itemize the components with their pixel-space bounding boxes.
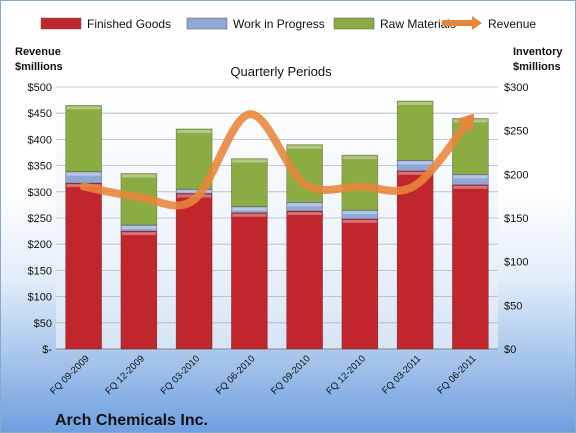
bars xyxy=(65,100,489,350)
y-left-title-line1: Revenue xyxy=(15,46,61,58)
y-left-tick-label: $400 xyxy=(28,134,52,146)
y-right-title-line1: Inventory xyxy=(513,46,563,58)
bar-highlight xyxy=(287,203,322,207)
bar-segment xyxy=(286,210,323,350)
y-right-axis: $0 $50 $100 $150 $200 $250 $300 xyxy=(504,82,528,356)
bar-highlight xyxy=(453,185,488,189)
legend-label: Finished Goods xyxy=(87,17,171,31)
y-left-tick-label: $500 xyxy=(28,82,52,94)
y-left-tick-label: $50 xyxy=(34,318,52,330)
bar-segment xyxy=(231,158,268,207)
bar-highlight xyxy=(232,213,267,217)
bar-segment xyxy=(120,230,158,350)
x-tick-label: FQ 03-2010 xyxy=(159,353,203,397)
x-tick-label: FQ 06-2010 xyxy=(214,353,258,397)
bar-highlight xyxy=(177,129,212,133)
x-tick-label: FQ 06-2011 xyxy=(435,353,478,396)
bar-highlight xyxy=(342,211,377,215)
chart-title: Quarterly Periods xyxy=(230,64,332,79)
y-right-tick-label: $50 xyxy=(504,300,522,312)
y-right-tick-label: $300 xyxy=(504,82,528,94)
bar-segment xyxy=(175,193,213,350)
bar-highlight xyxy=(287,212,322,216)
y-right-tick-label: $100 xyxy=(504,257,528,269)
y-left-tick-label: $150 xyxy=(28,265,52,277)
legend-arrowhead xyxy=(472,16,482,30)
bar-highlight xyxy=(342,219,377,223)
bar-segment xyxy=(231,212,268,350)
y-left-tick-label: $300 xyxy=(28,187,52,199)
legend: Finished Goods Work in Progress Raw Materi… xyxy=(40,16,536,31)
bar-highlight xyxy=(398,101,433,105)
y-left-axis: $- $50 $100 $150 $200 $250 $300 $350 $400 $450 $50… xyxy=(28,82,53,356)
y-left-tick-label: $450 xyxy=(28,108,52,120)
revenue-arrowhead xyxy=(455,113,475,134)
legend-label: Revenue xyxy=(488,17,536,31)
y-left-tick-label: $100 xyxy=(28,292,52,304)
bar-segment xyxy=(452,184,489,350)
y-right-tick-label: $0 xyxy=(504,344,516,356)
bar-segment xyxy=(341,218,379,350)
company-name: Arch Chemicals Inc. xyxy=(55,412,208,429)
bar-highlight xyxy=(398,161,433,165)
y-right-tick-label: $150 xyxy=(504,213,528,225)
y-left-tick-label: $350 xyxy=(28,161,52,173)
x-axis: FQ 09-2009 FQ 12-2009 FQ 03-2010 FQ 06-2010… xyxy=(48,353,478,397)
bar-segment xyxy=(396,100,434,161)
bar-highlight xyxy=(177,190,212,193)
bar-highlight xyxy=(453,175,488,179)
y-left-tick-label: $- xyxy=(42,344,52,356)
legend-swatch xyxy=(186,17,228,30)
x-tick-label: FQ 09-2009 xyxy=(48,353,92,397)
y-right-tick-label: $200 xyxy=(504,169,528,181)
bar-highlight xyxy=(121,225,156,229)
bar-highlight xyxy=(287,145,322,149)
bar-highlight xyxy=(66,106,101,110)
revenue-line-path xyxy=(79,110,475,210)
bar-segment xyxy=(65,105,102,173)
bar-highlight xyxy=(232,159,267,163)
bar-highlight xyxy=(121,232,156,236)
x-tick-label: FQ 12-2010 xyxy=(324,353,368,397)
revenue-line xyxy=(79,110,475,210)
legend-swatch xyxy=(333,17,375,30)
bar-segment xyxy=(396,170,434,350)
y-left-tick-label: $250 xyxy=(28,213,52,225)
y-left-title-line2: $millions xyxy=(15,61,63,73)
x-tick-label: FQ 12-2009 xyxy=(103,353,147,397)
legend-swatch xyxy=(40,17,82,30)
legend-label: Work in Progress xyxy=(233,17,325,31)
bar-segment xyxy=(65,182,102,350)
y-left-tick-label: $200 xyxy=(28,239,52,251)
x-tick-label: FQ 09-2010 xyxy=(269,353,313,397)
bar-highlight xyxy=(66,172,101,176)
bar-highlight xyxy=(398,171,433,175)
bar-highlight xyxy=(342,156,377,160)
bar-highlight xyxy=(121,174,156,178)
y-right-tick-label: $250 xyxy=(504,126,528,138)
y-right-title-line2: $millions xyxy=(513,61,561,73)
bar-highlight xyxy=(232,207,267,211)
legend-label: Raw Materials xyxy=(380,17,456,31)
x-tick-label: FQ 03-2011 xyxy=(380,353,423,396)
